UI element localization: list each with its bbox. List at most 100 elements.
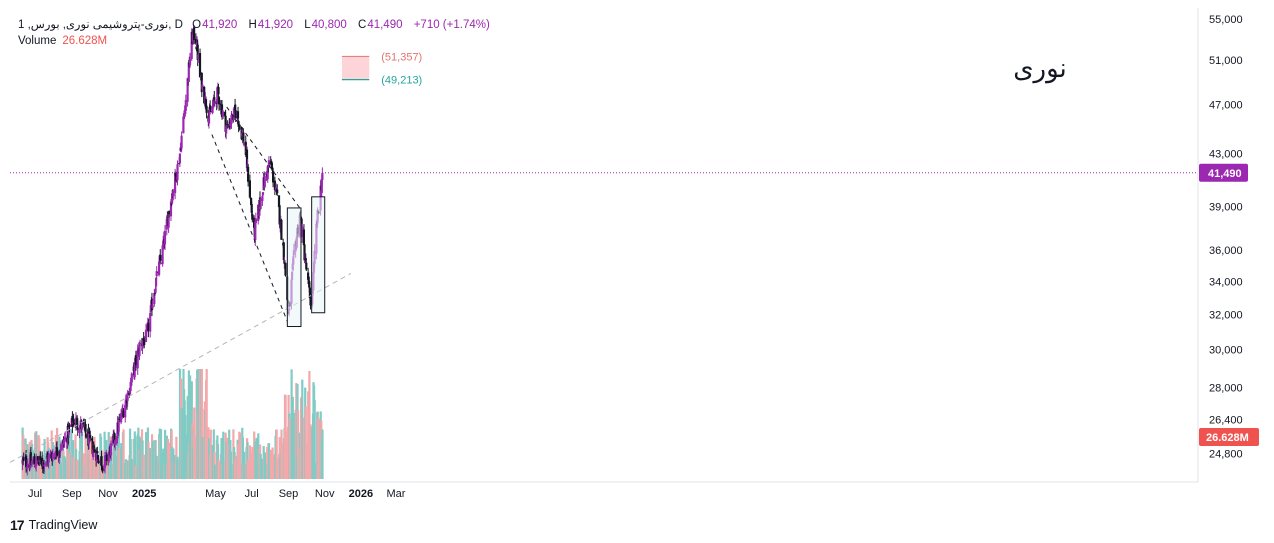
candle-body [122, 410, 125, 418]
volume-bar [118, 448, 121, 479]
highlight-box-2[interactable] [311, 196, 326, 314]
volume-bar [139, 438, 142, 479]
open-label: O [192, 19, 202, 31]
volume-legend[interactable]: Volume 26.628M [18, 35, 107, 47]
candle-body [130, 373, 133, 383]
price-axis[interactable]: 24,800 26,400 28,000 30,000 32,000 34,000 36,0… [1199, 14, 1259, 461]
candle-body [242, 132, 245, 144]
upper-level-label: (51,357) [381, 51, 422, 63]
candle-body [195, 46, 198, 50]
highlight-box-1[interactable] [286, 207, 302, 328]
volume-bar [176, 456, 179, 479]
candle-body [220, 104, 224, 117]
candle-body [258, 200, 261, 216]
lower-level-label: (49,213) [381, 75, 422, 87]
candle-body [36, 456, 40, 461]
candle-body [213, 97, 216, 101]
open-value: 41,920 [202, 19, 238, 31]
low-value: 40,800 [311, 19, 347, 31]
candle-body [237, 121, 240, 127]
volume-bar [301, 379, 304, 479]
candle-body [91, 442, 94, 455]
change-value: +710 (+1.74%) [413, 19, 490, 31]
volume-bar [72, 457, 75, 479]
channel-lower-line[interactable] [211, 134, 288, 322]
candle-body [87, 432, 91, 444]
high-value: 41,920 [257, 19, 293, 31]
candle-body [226, 124, 229, 125]
candle-body [209, 105, 212, 110]
candle-body [146, 327, 149, 329]
candle-body [229, 123, 232, 126]
candles [21, 25, 324, 476]
candle-body [72, 418, 75, 426]
candle-body [55, 447, 59, 456]
candle-body [26, 466, 29, 470]
candle-body [250, 204, 253, 213]
candle-body [145, 329, 148, 333]
volume-bar [288, 417, 291, 479]
candle-body [254, 218, 257, 224]
volume-bar [234, 455, 237, 479]
time-axis[interactable]: Jul Sep Nov 2025 May Jul Sep Nov 2026 Mar [28, 488, 406, 500]
candle-body [303, 244, 306, 261]
candle-body [208, 107, 211, 115]
candle-body [261, 196, 264, 201]
price-tick-label: 55,000 [1209, 14, 1243, 26]
price-tick-label: 32,000 [1209, 310, 1243, 322]
candle-body [53, 453, 56, 455]
candle-body [95, 451, 98, 463]
candle-body [209, 110, 212, 112]
price-tick-label: 43,000 [1209, 148, 1243, 160]
candle-body [120, 413, 123, 423]
candle-body [261, 192, 265, 196]
candle-body [159, 262, 162, 264]
candle-body [22, 458, 25, 460]
candle-body [166, 217, 169, 219]
volume-bar [238, 432, 241, 479]
candle-body [71, 415, 74, 427]
candle-body [205, 105, 208, 113]
candle-body [92, 449, 95, 457]
time-tick-label: Mar [387, 488, 406, 500]
candle-body [265, 172, 268, 175]
volume-bar [175, 436, 178, 479]
candle-body [320, 178, 323, 193]
candle-body [232, 108, 235, 121]
volume-bar [180, 408, 183, 479]
candle-body [274, 190, 277, 192]
candle-body [217, 97, 221, 105]
candle-body [229, 123, 232, 125]
candle-body [54, 455, 57, 457]
volume-bar [269, 449, 272, 479]
last-volume-badge[interactable] [1199, 428, 1259, 446]
candle-body [196, 44, 199, 60]
candle-body [276, 189, 279, 194]
candle-body [79, 425, 82, 429]
symbol-title[interactable]: 1 ,نوری-پتروشیمی نوری, بورس, D [18, 19, 183, 31]
tradingview-logo-icon: 17 [10, 517, 25, 533]
candle-body [217, 87, 220, 95]
volume-bar [85, 454, 88, 479]
candle-body [104, 455, 107, 468]
candle-body [41, 465, 44, 468]
candle-body [70, 424, 73, 427]
candle-body [301, 226, 304, 238]
candle-body [178, 163, 181, 164]
volume-value: 26.628M [62, 35, 108, 47]
level-zone[interactable] [341, 56, 370, 80]
candle-body [78, 429, 81, 433]
close-value: 41,490 [367, 19, 403, 31]
last-price-badge[interactable] [1199, 163, 1248, 182]
candle-body [47, 455, 50, 463]
candle-body [43, 464, 46, 467]
tradingview-branding[interactable]: 17 TradingView [10, 517, 97, 533]
volume-bar [114, 443, 117, 479]
candle-body [22, 457, 25, 459]
candle-body [251, 213, 254, 220]
volume-bar [263, 452, 266, 479]
candle-body [150, 298, 154, 311]
volume-bar [276, 458, 279, 479]
candle-body [101, 466, 104, 468]
